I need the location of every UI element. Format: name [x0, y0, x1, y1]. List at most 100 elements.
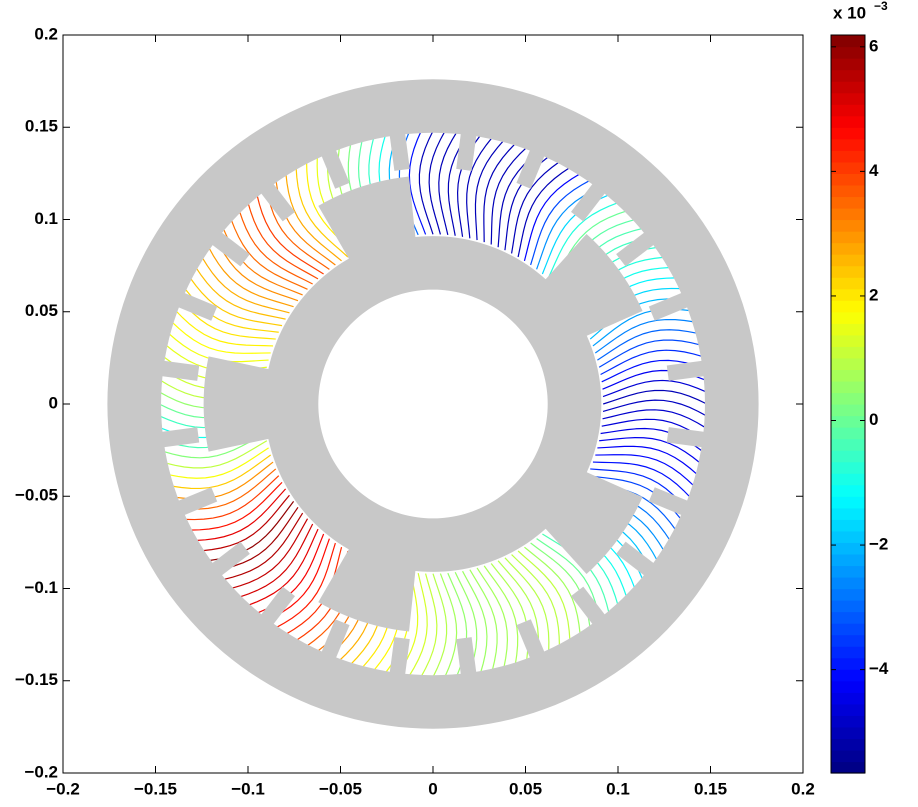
contour-line [524, 546, 581, 635]
colorbar-step [831, 692, 865, 705]
rotor-pole [318, 544, 416, 632]
contour-line [190, 481, 283, 531]
colorbar-step [831, 542, 865, 555]
stator-tooth [570, 586, 607, 627]
colorbar-step [831, 58, 865, 71]
contour-line [420, 573, 438, 678]
colorbar-tick-label: 2 [869, 285, 878, 304]
contour-line [600, 349, 703, 376]
colorbar-step [831, 277, 865, 290]
contour-line [215, 506, 299, 571]
y-tick-label: −0.05 [15, 486, 58, 505]
colorbar-tick-label: 4 [869, 161, 879, 180]
colorbar-step [831, 715, 865, 728]
contour-line [168, 447, 269, 479]
contour-line [595, 454, 695, 487]
colorbar-exponent: −3 [874, 0, 888, 13]
colorbar-step [831, 254, 865, 267]
contour-line [597, 329, 698, 361]
colorbar-step [831, 496, 865, 509]
stator-tooth [259, 181, 296, 222]
contour-line [490, 146, 528, 245]
stator-tooth [209, 230, 250, 267]
colorbar-step [831, 392, 865, 405]
contour-line [603, 389, 708, 405]
contour-line [454, 572, 478, 675]
stator-tooth [389, 637, 410, 678]
stator-tooth [259, 586, 296, 627]
y-tick-label: −0.2 [24, 762, 58, 781]
stator-tooth [209, 541, 250, 578]
stator-tooth [320, 619, 350, 661]
colorbar-step [831, 576, 865, 590]
colorbar-step [831, 450, 865, 463]
stator-tooth [516, 147, 546, 189]
contour-line [598, 339, 701, 368]
colorbar-step [831, 161, 865, 174]
contour-line [517, 167, 571, 258]
contour-line [208, 247, 294, 308]
stator-tooth [456, 637, 477, 678]
contour-line [275, 180, 336, 266]
contour-line [428, 130, 446, 235]
colorbar-step [831, 726, 865, 740]
colorbar-step [831, 646, 865, 659]
colorbar-tick-label: −2 [869, 535, 888, 554]
contour-line [466, 137, 493, 239]
x-tick-label: 0.2 [791, 779, 815, 798]
colorbar-step [831, 553, 865, 567]
contour-line [215, 237, 299, 302]
colorbar-step [831, 219, 865, 232]
colorbar-step [831, 369, 865, 382]
y-tick-label: −0.1 [24, 578, 58, 597]
rotor-pole [203, 356, 274, 452]
rotor-pole [541, 470, 643, 575]
stator-tooth [648, 291, 691, 321]
contour-line [597, 445, 698, 476]
colorbar-step [831, 242, 865, 255]
y-tick-label: −0.15 [15, 670, 58, 689]
colorbar-step [831, 196, 865, 209]
x-tick-label: 0 [428, 779, 437, 798]
colorbar-tick-label: −4 [869, 659, 889, 678]
contour-line [432, 573, 448, 678]
colorbar-step [831, 634, 865, 647]
colorbar-step [831, 680, 865, 693]
contour-line [536, 538, 601, 621]
colorbar-step [831, 92, 865, 105]
colorbar-multiplier: x 10 [833, 3, 866, 22]
colorbar-step [831, 507, 865, 520]
contour-line [476, 567, 509, 668]
contour-line [247, 202, 319, 280]
y-tick-label: 0 [49, 393, 58, 412]
contour-line [547, 202, 619, 280]
x-tick-label: −0.15 [134, 779, 177, 798]
x-tick-label: −0.2 [46, 779, 80, 798]
contour-line [602, 379, 707, 398]
contour-line [223, 512, 304, 581]
contour-line [497, 560, 539, 657]
contour-line [202, 494, 290, 552]
stator-tooth [175, 291, 218, 321]
contour-line [483, 565, 519, 665]
contour-line [511, 554, 561, 647]
rotor-pole [318, 176, 416, 264]
colorbar-step [831, 415, 865, 428]
contour-line [483, 143, 516, 243]
colorbar-step [831, 311, 865, 324]
stator-tooth [158, 427, 200, 448]
y-tick-label: 0.15 [25, 117, 58, 136]
colorbar-step [831, 738, 865, 751]
contour-line [396, 572, 419, 676]
stator-tooth [648, 487, 691, 517]
contour-line [256, 194, 324, 275]
colorbar-step [831, 150, 865, 163]
contour-line [175, 310, 274, 347]
x-tick-label: −0.05 [319, 779, 362, 798]
contour-line [195, 267, 286, 320]
colorbar-step [831, 81, 865, 94]
axes-box [62, 34, 804, 774]
colorbar-step [831, 461, 865, 474]
contour-line [230, 219, 308, 290]
colorbar-step [831, 623, 865, 636]
